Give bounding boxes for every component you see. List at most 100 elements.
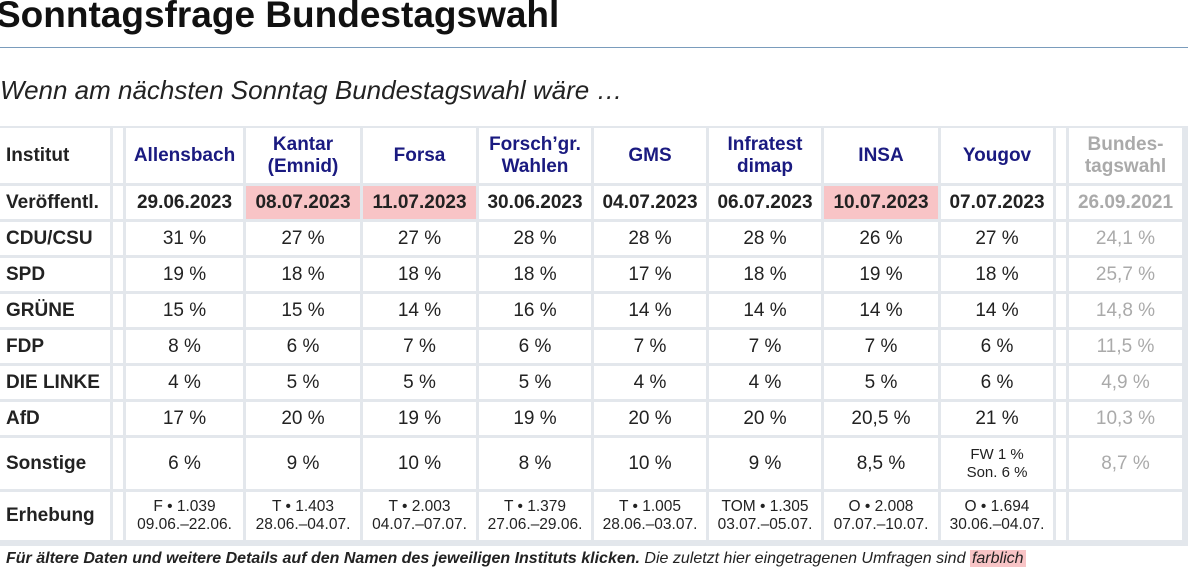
data-cell: 6 % <box>479 330 591 363</box>
gap-cell <box>1056 186 1066 219</box>
gap-cell <box>1056 438 1066 489</box>
institute-header[interactable]: Infratest dimap <box>709 128 821 183</box>
data-cell: 8,7 % <box>1069 438 1182 489</box>
gap-cell <box>113 438 123 489</box>
data-cell: 19 % <box>479 402 591 435</box>
data-cell: 26 % <box>824 222 938 255</box>
data-cell: 28 % <box>709 222 821 255</box>
data-cell: 20,5 % <box>824 402 938 435</box>
title-rule <box>0 47 1188 48</box>
institute-header[interactable]: INSA <box>824 128 938 183</box>
gap-cell <box>113 186 123 219</box>
data-cell: 14,8 % <box>1069 294 1182 327</box>
data-cell: 7 % <box>709 330 821 363</box>
data-cell: 4 % <box>594 366 706 399</box>
gap-cell <box>113 366 123 399</box>
data-cell: 14 % <box>363 294 476 327</box>
data-cell: 20 % <box>246 402 360 435</box>
data-cell: 20 % <box>594 402 706 435</box>
data-cell: TOM • 1.305 03.07.–05.07. <box>709 492 821 540</box>
institute-header[interactable]: Kantar (Emnid) <box>246 128 360 183</box>
data-cell: 27 % <box>246 222 360 255</box>
institute-header[interactable]: Yougov <box>941 128 1053 183</box>
data-cell: 29.06.2023 <box>126 186 243 219</box>
data-cell: 9 % <box>246 438 360 489</box>
data-cell: 6 % <box>126 438 243 489</box>
data-cell: 11.07.2023 <box>363 186 476 219</box>
data-cell: 19 % <box>363 402 476 435</box>
data-cell: 08.07.2023 <box>246 186 360 219</box>
data-cell: 7 % <box>594 330 706 363</box>
data-cell: 5 % <box>246 366 360 399</box>
data-cell <box>1069 492 1182 540</box>
gap-cell <box>113 294 123 327</box>
data-cell: 8 % <box>126 330 243 363</box>
row-label: SPD <box>0 258 110 291</box>
data-cell: 17 % <box>126 402 243 435</box>
footer-highlight: farblich <box>969 550 1026 567</box>
data-cell: T • 1.403 28.06.–04.07. <box>246 492 360 540</box>
institute-header[interactable]: Allensbach <box>126 128 243 183</box>
footer: Für ältere Daten und weitere Details auf… <box>6 550 1026 568</box>
data-cell: 5 % <box>479 366 591 399</box>
institute-header[interactable]: Forsch’gr. Wahlen <box>479 128 591 183</box>
data-cell: 4 % <box>709 366 821 399</box>
poll-table: Institut Allensbach Kantar (Emnid) Forsa For… <box>0 126 1188 546</box>
gap-cell <box>113 402 123 435</box>
data-cell: 30.06.2023 <box>479 186 591 219</box>
data-cell: 25,7 % <box>1069 258 1182 291</box>
data-cell: 28 % <box>479 222 591 255</box>
data-cell: T • 2.003 04.07.–07.07. <box>363 492 476 540</box>
institute-header[interactable]: Bundes- tagswahl <box>1069 128 1182 183</box>
data-cell: 18 % <box>941 258 1053 291</box>
data-cell: 24,1 % <box>1069 222 1182 255</box>
gap-cell <box>1056 294 1066 327</box>
gap-cell <box>113 222 123 255</box>
data-cell: 31 % <box>126 222 243 255</box>
data-cell: 7 % <box>824 330 938 363</box>
data-cell: FW 1 % Son. 6 % <box>941 438 1053 489</box>
data-cell: 27 % <box>941 222 1053 255</box>
data-cell: 4 % <box>126 366 243 399</box>
data-cell: T • 1.005 28.06.–03.07. <box>594 492 706 540</box>
data-cell: 10 % <box>363 438 476 489</box>
gap-cell <box>113 330 123 363</box>
data-cell: 7 % <box>363 330 476 363</box>
data-cell: 19 % <box>824 258 938 291</box>
data-cell: O • 2.008 07.07.–10.07. <box>824 492 938 540</box>
data-cell: 5 % <box>824 366 938 399</box>
data-cell: 10,3 % <box>1069 402 1182 435</box>
gap-cell <box>113 128 123 183</box>
data-cell: 18 % <box>709 258 821 291</box>
data-cell: 18 % <box>363 258 476 291</box>
data-cell: F • 1.039 09.06.–22.06. <box>126 492 243 540</box>
data-cell: 21 % <box>941 402 1053 435</box>
institute-header[interactable]: GMS <box>594 128 706 183</box>
header-cell: Institut <box>0 128 110 183</box>
gap-cell <box>1056 492 1066 540</box>
row-label: CDU/CSU <box>0 222 110 255</box>
data-cell: 10 % <box>594 438 706 489</box>
row-label: DIE LINKE <box>0 366 110 399</box>
data-cell: 17 % <box>594 258 706 291</box>
data-cell: 5 % <box>363 366 476 399</box>
row-label: Sonstige <box>0 438 110 489</box>
data-cell: 15 % <box>246 294 360 327</box>
footer-text: Die zuletzt hier eingetragenen Umfragen … <box>644 550 966 567</box>
data-cell: 18 % <box>479 258 591 291</box>
data-cell: 10.07.2023 <box>824 186 938 219</box>
data-cell: O • 1.694 30.06.–04.07. <box>941 492 1053 540</box>
data-cell: 19 % <box>126 258 243 291</box>
row-label: Erhebung <box>0 492 110 540</box>
row-label: Veröffentl. <box>0 186 110 219</box>
footer-bold: Für ältere Daten und weitere Details auf… <box>6 550 640 567</box>
data-cell: T • 1.379 27.06.–29.06. <box>479 492 591 540</box>
data-cell: 4,9 % <box>1069 366 1182 399</box>
data-cell: 26.09.2021 <box>1069 186 1182 219</box>
data-cell: 6 % <box>941 366 1053 399</box>
gap-cell <box>1056 258 1066 291</box>
data-cell: 16 % <box>479 294 591 327</box>
data-cell: 6 % <box>246 330 360 363</box>
data-cell: 15 % <box>126 294 243 327</box>
institute-header[interactable]: Forsa <box>363 128 476 183</box>
